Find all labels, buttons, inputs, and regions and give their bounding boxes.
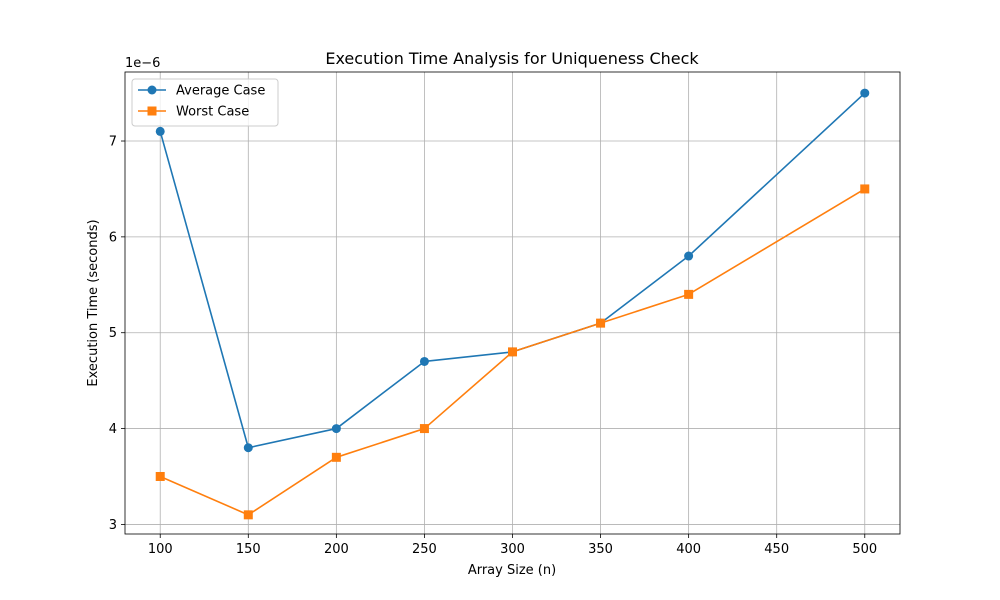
x-tick-label: 100	[148, 542, 173, 557]
data-point-average-case	[684, 251, 694, 261]
data-point-worst-case	[684, 289, 694, 299]
x-tick-label: 350	[588, 542, 613, 557]
data-point-worst-case	[860, 184, 870, 194]
data-point-average-case	[331, 424, 341, 434]
series-worst-case	[155, 184, 870, 520]
x-axis-label: Array Size (n)	[468, 563, 556, 578]
ticks: 100 150 200 250 300 350 400 450 500 3 4 5 6 7	[109, 135, 877, 557]
x-tick-label: 150	[236, 542, 261, 557]
chart-title: Execution Time Analysis for Uniqueness C…	[325, 49, 699, 68]
data-point-worst-case	[243, 510, 253, 520]
legend-label-worst-case: Worst Case	[176, 105, 249, 120]
x-tick-label: 200	[324, 542, 349, 557]
x-tick-label: 400	[676, 542, 701, 557]
x-tick-label: 500	[852, 542, 877, 557]
legend-marker-average-case	[147, 85, 157, 95]
data-point-worst-case	[155, 471, 165, 481]
y-tick-label: 4	[109, 422, 117, 437]
y-tick-label: 3	[109, 518, 117, 533]
y-axis-offset-label: 1e−6	[125, 56, 160, 71]
legend-item-average-case: Average Case	[138, 84, 265, 99]
legend: Average Case Worst Case	[131, 78, 279, 127]
legend-box	[131, 78, 279, 127]
data-point-average-case	[419, 356, 429, 366]
grid	[125, 72, 900, 534]
y-tick-label: 6	[109, 230, 117, 245]
data-point-worst-case	[596, 318, 606, 328]
x-tick-label: 450	[764, 542, 789, 557]
legend-item-worst-case: Worst Case	[138, 105, 249, 120]
data-point-worst-case	[331, 452, 341, 462]
data-point-average-case	[243, 443, 253, 453]
legend-label-average-case: Average Case	[176, 84, 265, 99]
y-tick-label: 7	[109, 135, 117, 150]
x-tick-label: 250	[412, 542, 437, 557]
x-tick-label: 300	[500, 542, 525, 557]
data-point-average-case	[860, 88, 870, 98]
series-line-worst-case	[159, 188, 866, 516]
y-axis-label: Execution Time (seconds)	[86, 219, 101, 386]
series-line-average-case	[159, 92, 866, 449]
data-point-worst-case	[419, 424, 429, 434]
y-tick-label: 5	[109, 326, 117, 341]
data-point-average-case	[155, 126, 165, 136]
legend-marker-worst-case	[147, 106, 157, 116]
series-layer	[155, 88, 870, 520]
data-point-worst-case	[508, 347, 517, 357]
